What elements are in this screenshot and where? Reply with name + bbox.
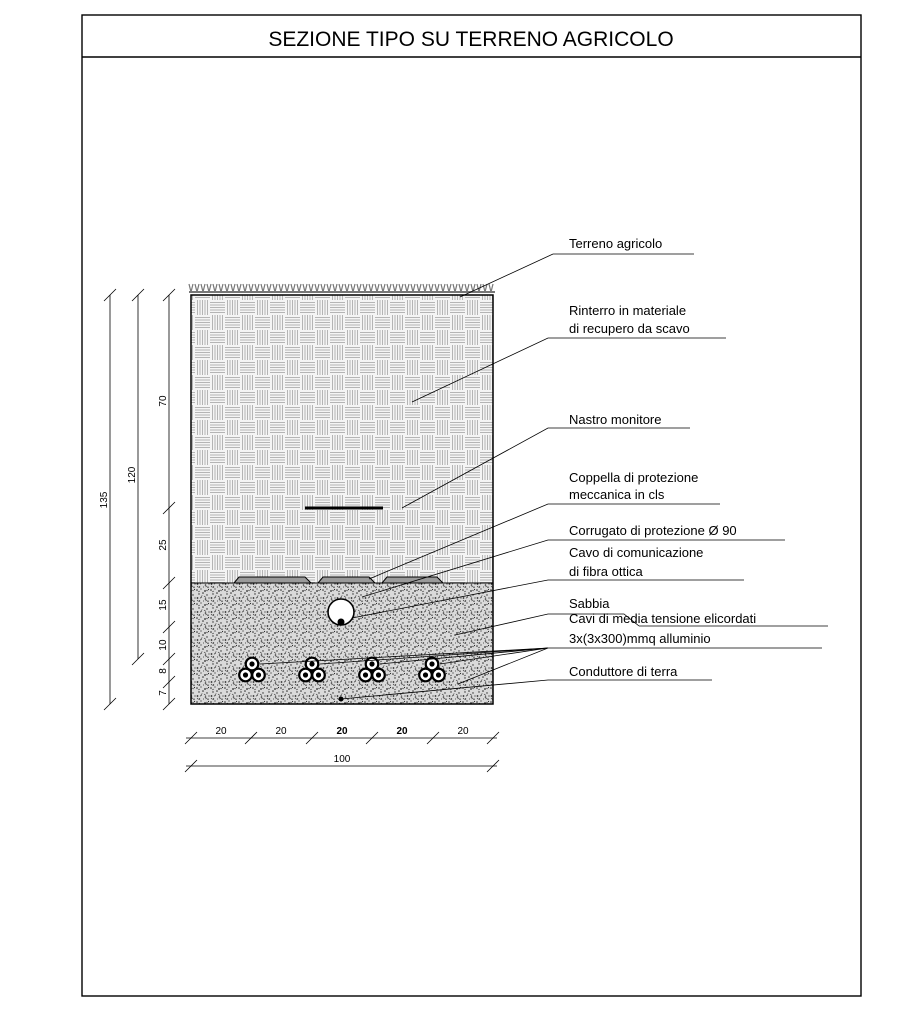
agricultural-ground-surface bbox=[188, 283, 495, 293]
vertical-dimension-labels: 135 120 70 25 15 10 8 7 bbox=[99, 395, 169, 696]
protective-conduit bbox=[327, 598, 355, 626]
dim-width-4: 20 bbox=[396, 726, 408, 737]
label-cavi-mt-line1: Cavi di media tensione elicordati bbox=[569, 611, 756, 626]
dim-120: 120 bbox=[127, 466, 138, 483]
dim-10: 10 bbox=[158, 639, 169, 651]
trench-section bbox=[188, 283, 495, 705]
horizontal-dimension-labels: 20 20 20 20 20 100 bbox=[215, 726, 469, 765]
label-cavo-comunicazione-line1: Cavo di comunicazione bbox=[569, 545, 703, 560]
sheet-frame bbox=[81, 14, 862, 997]
label-cavi-mt-line2: 3x(3x300)mmq alluminio bbox=[569, 631, 711, 646]
dim-25: 25 bbox=[158, 539, 169, 551]
label-terreno-agricolo: Terreno agricolo bbox=[569, 236, 662, 251]
mv-cable-triplex bbox=[238, 656, 266, 683]
dim-135: 135 bbox=[99, 491, 110, 508]
leader-lines bbox=[259, 253, 828, 700]
dim-7: 7 bbox=[158, 690, 169, 696]
dim-8: 8 bbox=[158, 668, 169, 674]
annotations: Terreno agricolo Rinterro in materiale d… bbox=[569, 236, 756, 679]
label-coppella-line2: meccanica in cls bbox=[569, 487, 665, 502]
fiber-optic-cable bbox=[337, 618, 345, 626]
dim-width-3: 20 bbox=[336, 726, 348, 737]
protective-cover bbox=[232, 576, 445, 584]
label-conduttore-terra: Conduttore di terra bbox=[569, 664, 678, 679]
sheet-title: SEZIONE TIPO SU TERRENO AGRICOLO bbox=[268, 28, 673, 51]
label-nastro-monitore: Nastro monitore bbox=[569, 412, 661, 427]
dim-70: 70 bbox=[158, 395, 169, 407]
label-coppella-line1: Coppella di protezione bbox=[569, 470, 698, 485]
mv-cable-triplex bbox=[418, 656, 446, 683]
label-corrugato: Corrugato di protezione Ø 90 bbox=[569, 523, 737, 538]
dim-width-5: 20 bbox=[457, 726, 469, 737]
dim-15: 15 bbox=[158, 599, 169, 611]
trench-outline bbox=[190, 294, 494, 705]
horizontal-dimensions bbox=[184, 731, 500, 773]
dim-width-1: 20 bbox=[215, 726, 227, 737]
label-cavo-comunicazione-line2: di fibra ottica bbox=[569, 564, 643, 579]
label-rinterro-line2: di recupero da scavo bbox=[569, 321, 690, 336]
dim-width-2: 20 bbox=[275, 726, 287, 737]
dim-total-width: 100 bbox=[334, 754, 351, 765]
backfill-layer bbox=[191, 295, 493, 583]
label-sabbia: Sabbia bbox=[569, 596, 610, 611]
label-rinterro-line1: Rinterro in materiale bbox=[569, 303, 686, 318]
vertical-dimensions bbox=[103, 288, 176, 711]
